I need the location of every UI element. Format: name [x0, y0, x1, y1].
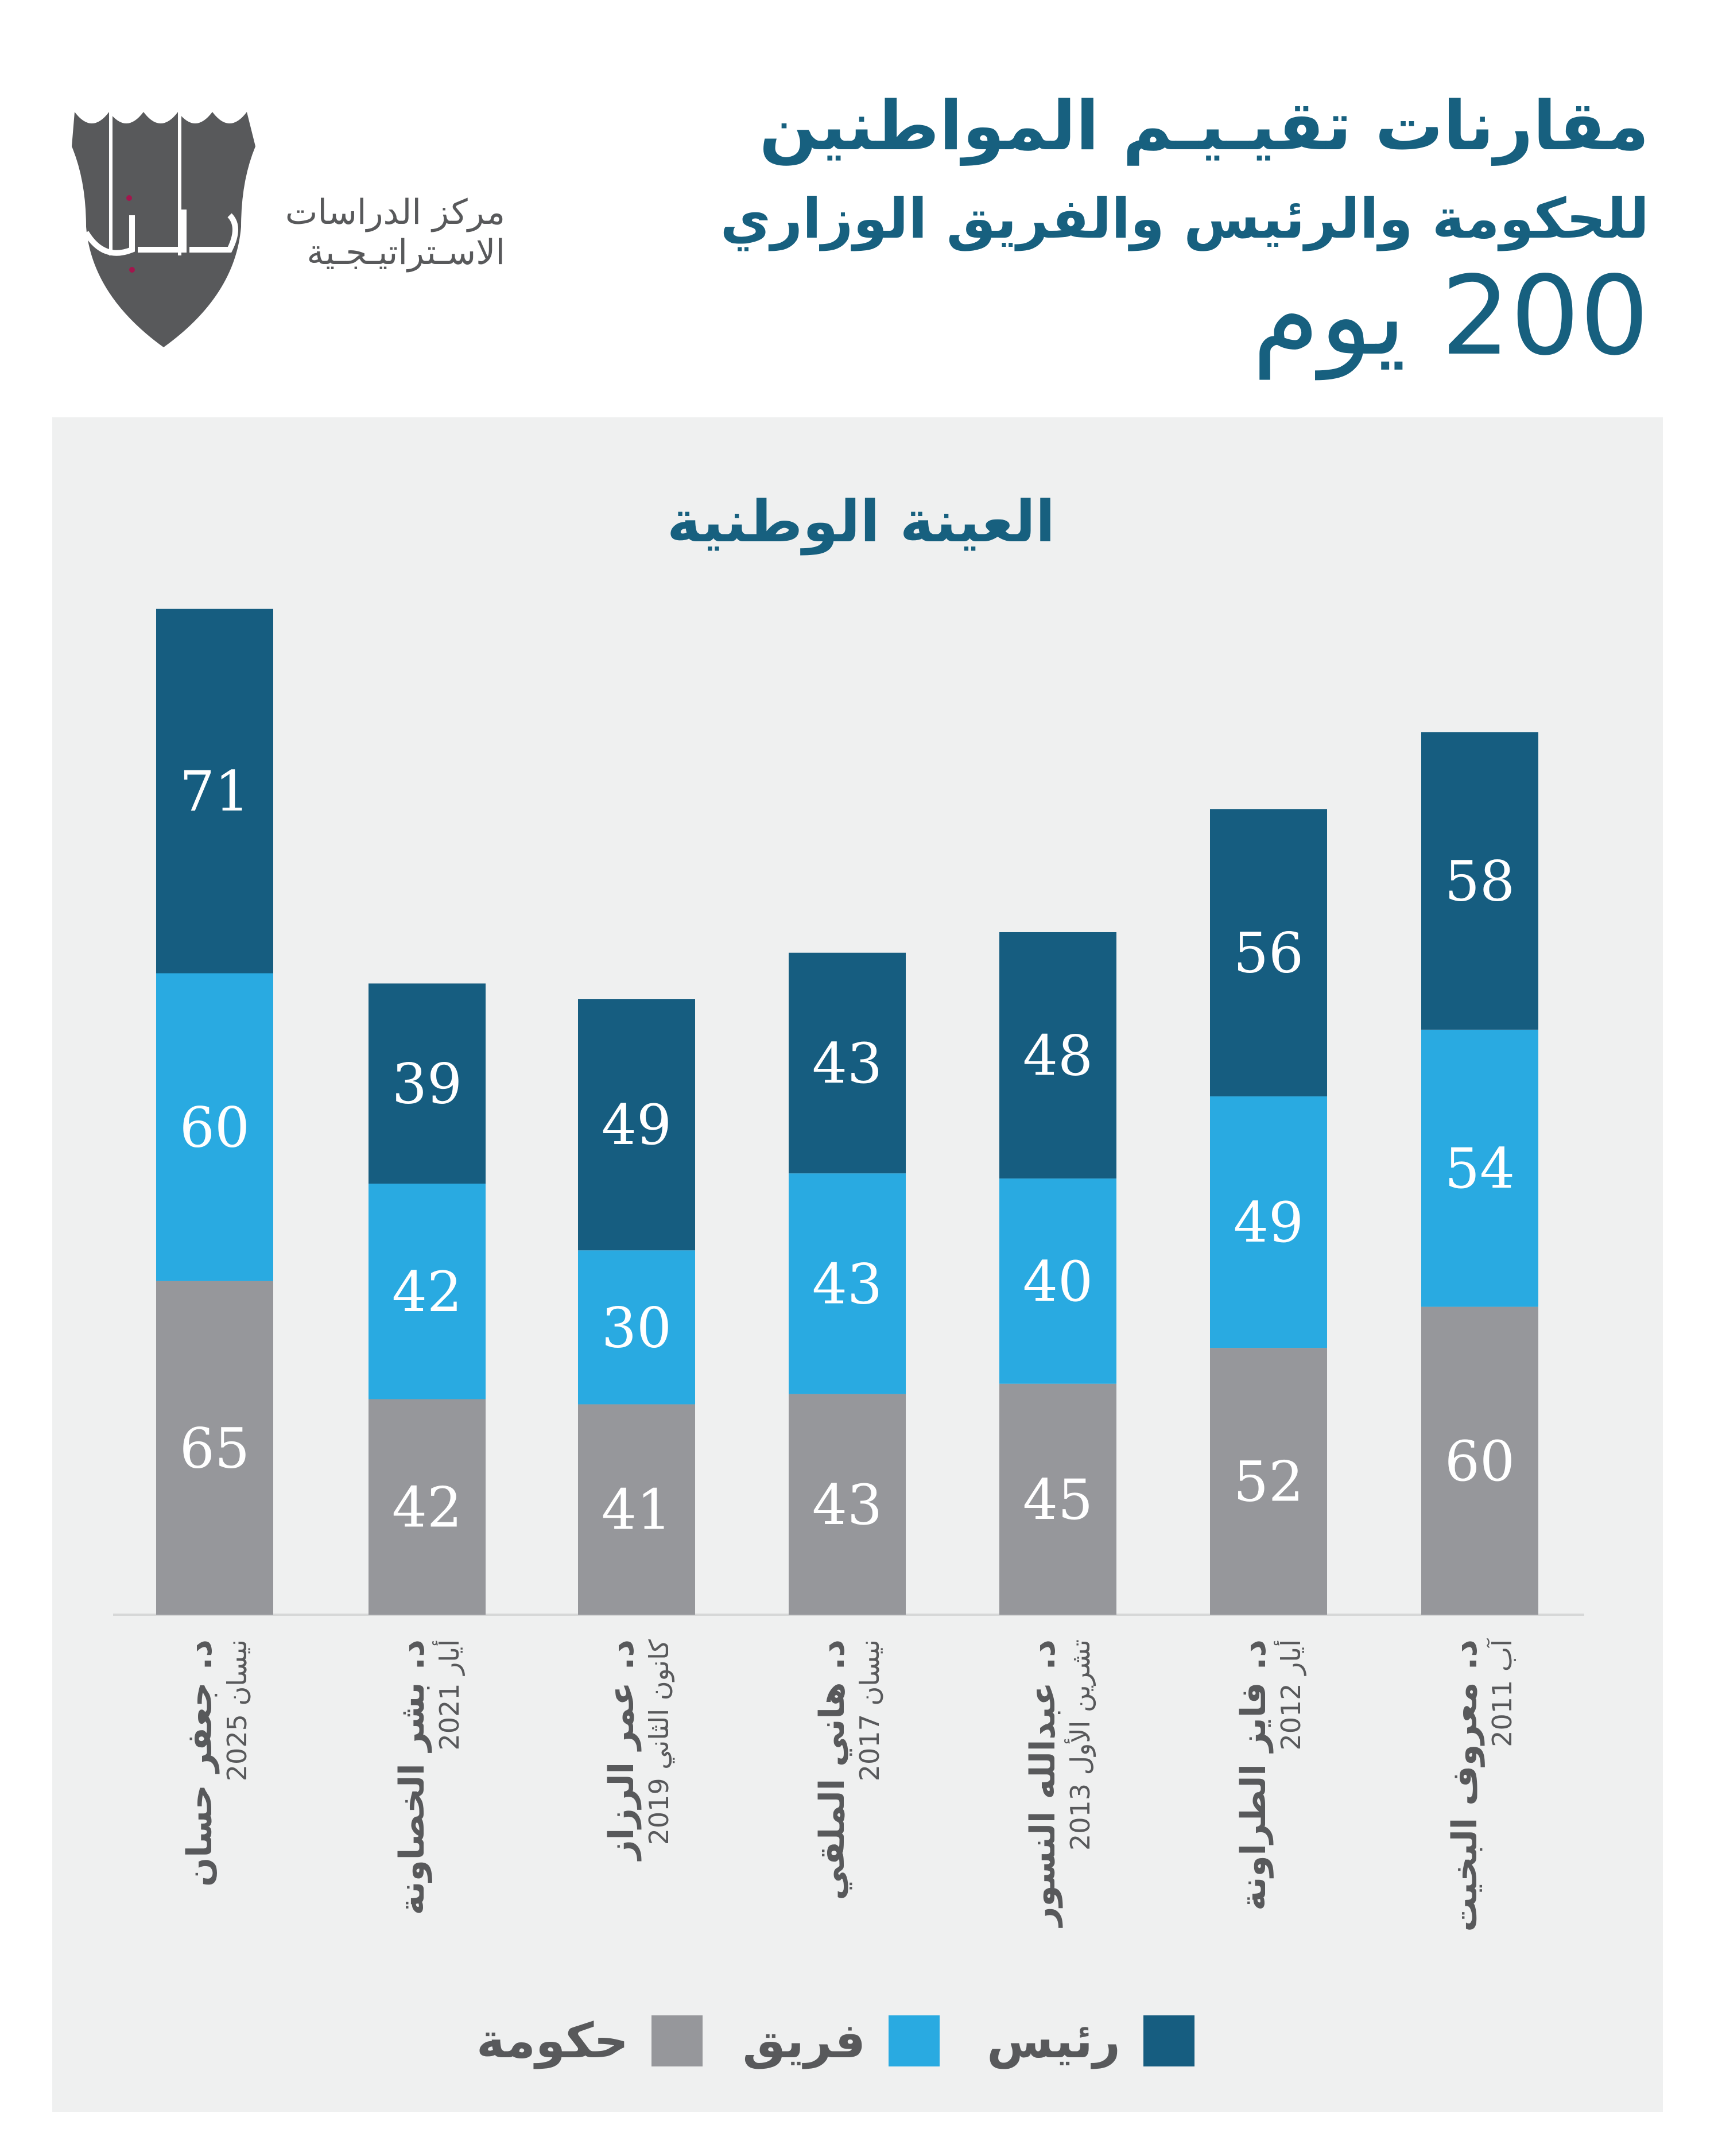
bar-government-6 — [1421, 1306, 1538, 1615]
data-label-team-5: 49 — [1234, 1191, 1304, 1255]
legend-label-team: فريق — [742, 2012, 866, 2069]
x-tick-label: د. معروف البخيت آب 2011 — [1444, 1639, 1519, 2156]
data-label-government-1: 42 — [392, 1475, 462, 1540]
logo-text-line2: الاسـتراتيـجـية — [307, 232, 505, 273]
bar-president-3 — [789, 952, 906, 1174]
bar-team-0 — [156, 973, 273, 1281]
legend-item-team: فريق — [742, 2012, 940, 2069]
pm-date: أيار 2012 — [1275, 1639, 1306, 1751]
data-label-government-2: 41 — [602, 1478, 672, 1542]
legend-swatch-president — [1143, 2015, 1194, 2066]
title-line-1: مقارنات تقيـيـم المواطنين — [759, 86, 1649, 165]
bar-president-0 — [156, 608, 273, 974]
bar-government-3 — [789, 1394, 906, 1615]
pm-name: د. معروف البخيت — [1445, 1639, 1485, 1932]
data-label-team-0: 60 — [180, 1096, 250, 1160]
data-label-president-4: 48 — [1023, 1024, 1093, 1088]
bar-president-4 — [999, 932, 1116, 1179]
data-label-team-4: 40 — [1023, 1250, 1093, 1314]
pm-date: نيسان 2025 — [222, 1639, 253, 1782]
bar-team-3 — [789, 1173, 906, 1394]
bar-team-4 — [999, 1178, 1116, 1384]
data-label-team-1: 42 — [392, 1260, 462, 1324]
x-tick-label: د. عبدالله النسور تشرين الأول 2013 — [1022, 1639, 1097, 2156]
legend-swatch-government — [651, 2015, 703, 2066]
bar-government-4 — [999, 1383, 1116, 1615]
data-label-government-0: 65 — [180, 1416, 250, 1480]
data-label-president-0: 71 — [180, 759, 250, 824]
data-label-government-3: 43 — [812, 1473, 882, 1537]
logo-shield-icon — [72, 112, 255, 347]
pm-name: د. بشر الخصاونة — [392, 1639, 432, 1915]
data-label-president-3: 43 — [812, 1032, 882, 1096]
bar-government-0 — [156, 1281, 273, 1615]
title-line-2: للحكومة والرئيس والفريق الوزاري — [720, 187, 1649, 251]
bar-president-5 — [1210, 809, 1327, 1097]
legend-label-president: رئيس — [987, 2012, 1120, 2069]
bar-president-6 — [1421, 732, 1538, 1030]
pm-date: أيار 2021 — [434, 1639, 465, 1751]
data-label-president-5: 56 — [1234, 921, 1304, 986]
bar-government-1 — [369, 1399, 486, 1615]
bar-team-5 — [1210, 1096, 1327, 1348]
data-label-president-6: 58 — [1445, 850, 1515, 914]
data-label-president-1: 39 — [392, 1052, 462, 1116]
legend-item-government: حكومة — [476, 2012, 703, 2069]
pm-name: د. جعفر حسان — [180, 1639, 220, 1887]
legend-label-government: حكومة — [476, 2012, 629, 2069]
pm-date: كانون الثاني 2019 — [643, 1639, 674, 1845]
data-label-team-2: 30 — [602, 1296, 672, 1360]
pm-name: د. هاني الملقي — [812, 1639, 852, 1901]
logo-text-line1: مركز الدراسات — [285, 192, 505, 232]
data-label-team-6: 54 — [1445, 1137, 1515, 1201]
pm-name: د. عبدالله النسور — [1023, 1639, 1063, 1927]
data-label-government-5: 52 — [1234, 1450, 1304, 1514]
x-tick-label: د. فايز الطراونة أيار 2012 — [1233, 1639, 1308, 2156]
pm-date: آب 2011 — [1487, 1639, 1518, 1747]
title-days: 200 يوم — [1252, 253, 1649, 379]
x-tick-label: د. عمر الرزاز كانون الثاني 2019 — [601, 1639, 676, 2156]
data-label-team-3: 43 — [812, 1252, 882, 1316]
x-tick-label: د. جعفر حسان نيسان 2025 — [179, 1639, 254, 2156]
data-label-government-4: 45 — [1023, 1468, 1093, 1532]
x-tick-label: د. هاني الملقي نيسان 2017 — [812, 1639, 886, 2156]
pm-name: د. عمر الرزاز — [602, 1639, 642, 1860]
bar-government-5 — [1210, 1348, 1327, 1615]
pm-name: د. فايز الطراونة — [1234, 1639, 1274, 1911]
bar-president-1 — [369, 983, 486, 1184]
bar-team-6 — [1421, 1029, 1538, 1307]
bar-government-2 — [578, 1404, 695, 1615]
data-label-government-6: 60 — [1445, 1429, 1515, 1494]
chart-title: العينة الوطنية — [666, 488, 1056, 555]
pm-date: تشرين الأول 2013 — [1065, 1639, 1096, 1851]
bar-team-2 — [578, 1250, 695, 1405]
bar-team-1 — [369, 1184, 486, 1399]
x-tick-label: د. بشر الخصاونة أيار 2021 — [391, 1639, 466, 2156]
legend-swatch-team — [889, 2015, 940, 2066]
bar-president-2 — [578, 999, 695, 1251]
data-label-president-2: 49 — [602, 1093, 672, 1157]
pm-date: نيسان 2017 — [854, 1639, 885, 1782]
legend-item-president: رئيس — [987, 2012, 1194, 2069]
